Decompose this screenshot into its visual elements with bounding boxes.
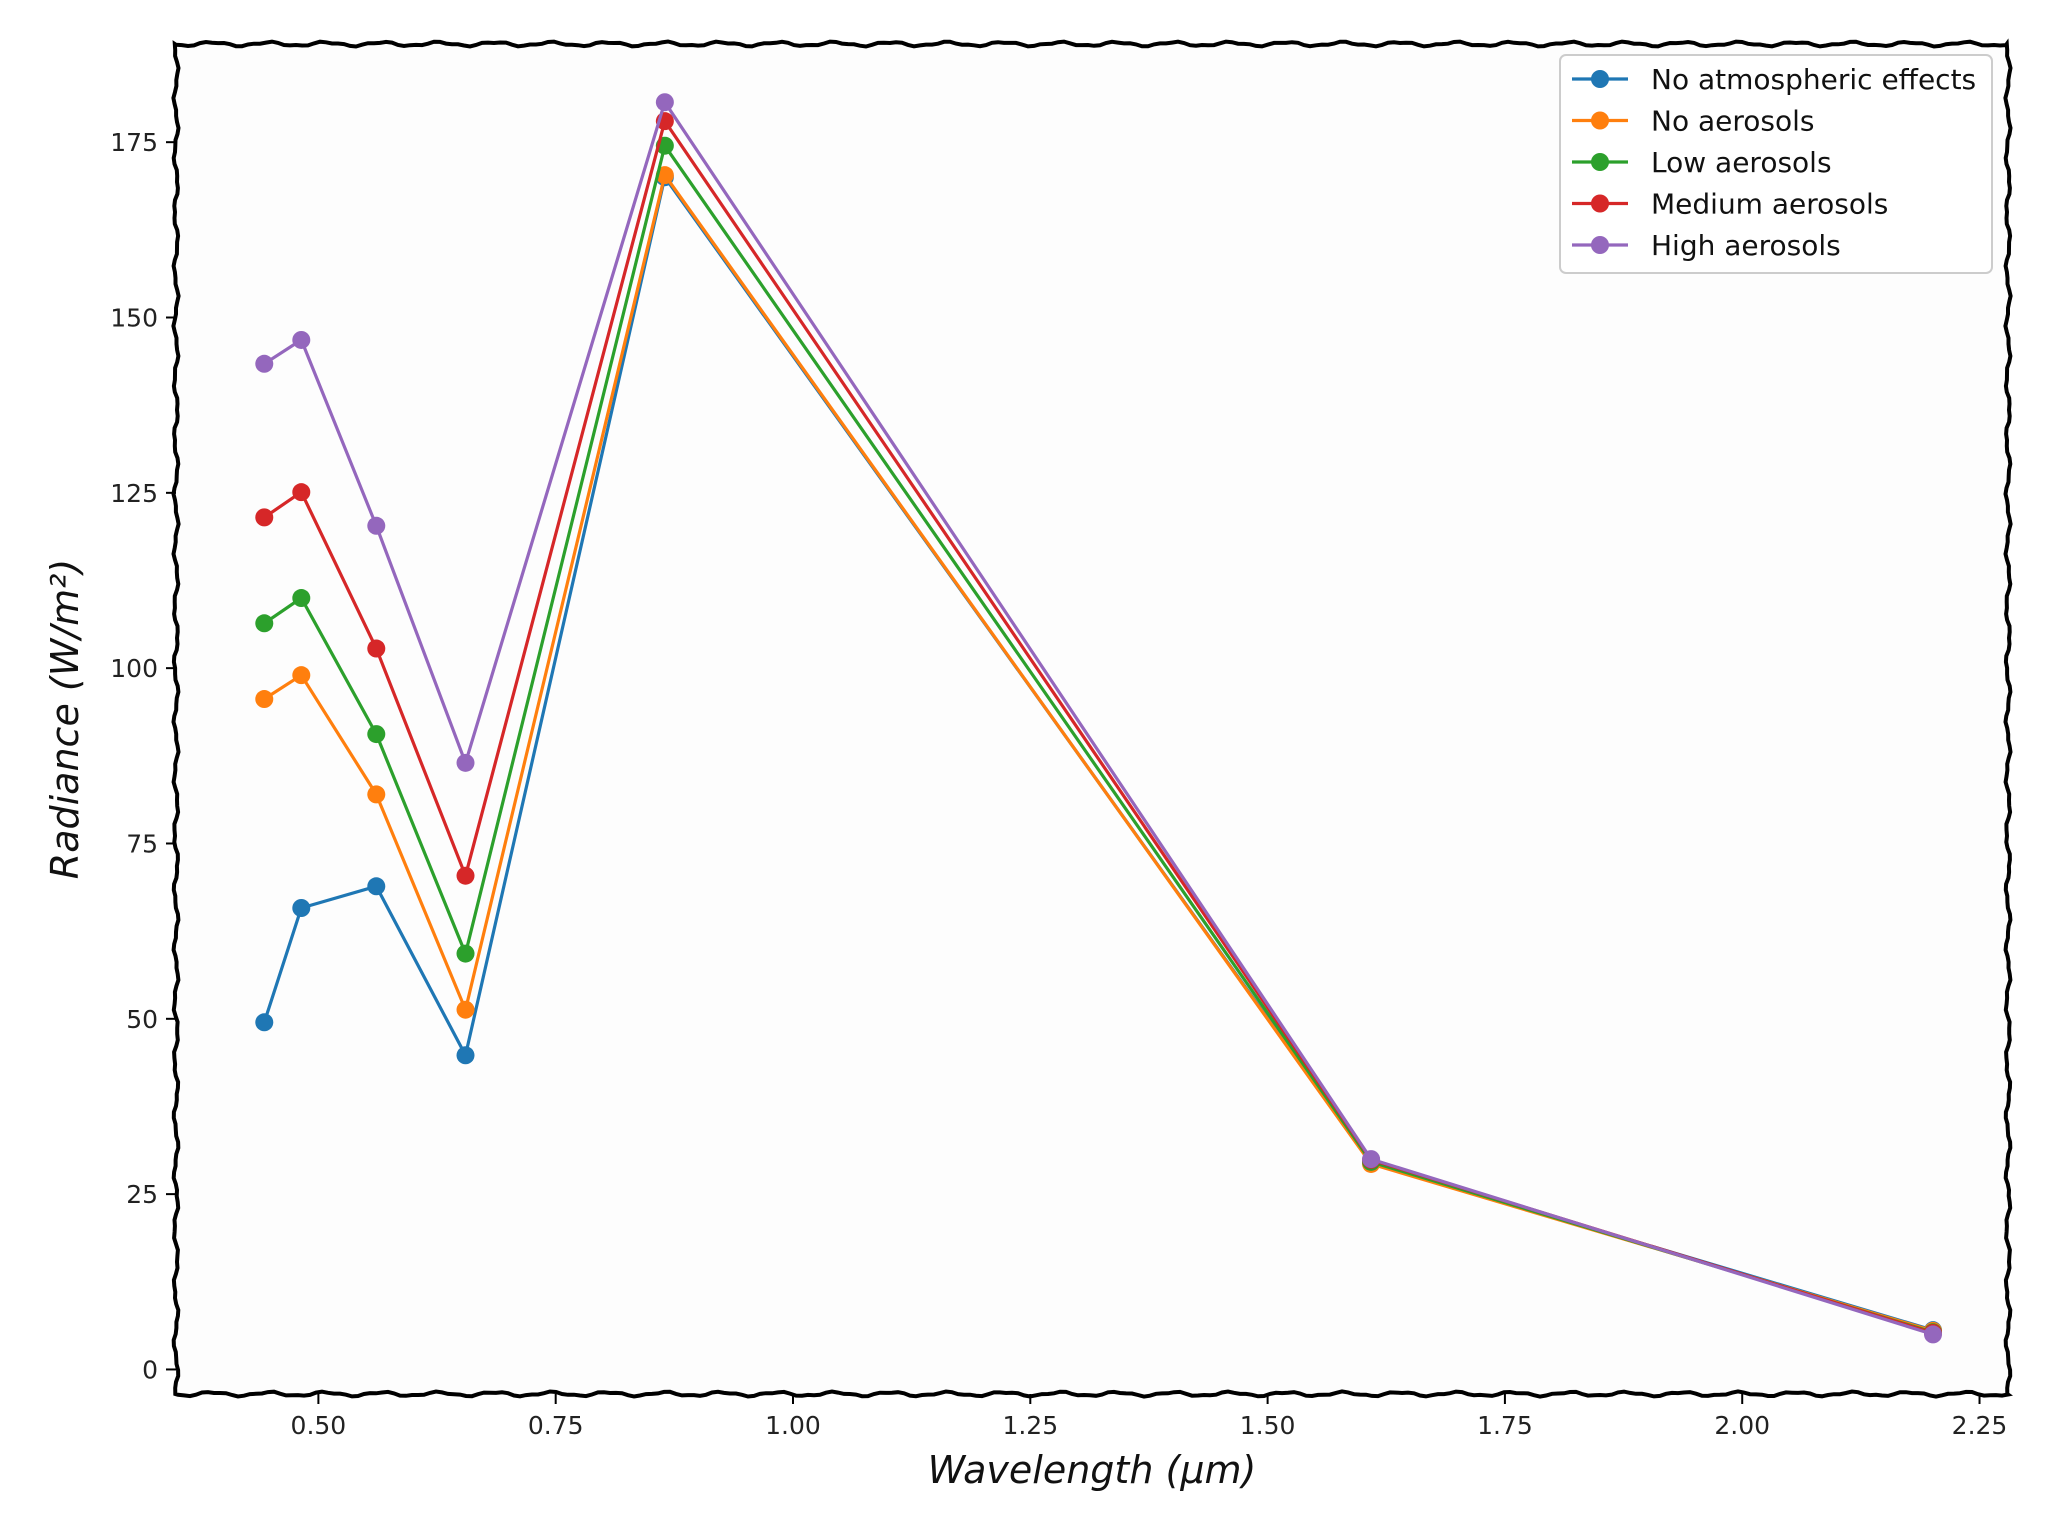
legend-label: Medium aerosols xyxy=(1651,188,1888,221)
data-point xyxy=(367,785,386,804)
legend-label: No atmospheric effects xyxy=(1651,63,1976,96)
data-point xyxy=(292,483,311,502)
legend-marker xyxy=(1591,153,1609,171)
data-point xyxy=(456,944,475,963)
y-axis-ticks: 0 25 50 75 100 125 150 175 xyxy=(110,128,176,1384)
data-point xyxy=(655,166,674,185)
x-axis-title: Wavelength (μm) xyxy=(928,1448,1257,1492)
data-point xyxy=(255,690,274,709)
data-point xyxy=(456,1000,475,1019)
data-point xyxy=(255,508,274,527)
data-point xyxy=(456,1046,475,1065)
x-tick-label: 0.75 xyxy=(528,1411,584,1440)
y-tick-label: 125 xyxy=(110,479,158,508)
data-point xyxy=(367,877,386,896)
legend-box xyxy=(1559,54,1993,274)
y-tick-label: 150 xyxy=(110,304,158,333)
legend-items: No atmospheric effects No aerosols Low aer… xyxy=(1572,63,1976,262)
legend-label: Low aerosols xyxy=(1651,146,1832,179)
y-tick-label: 100 xyxy=(110,654,158,683)
x-tick-label: 1.00 xyxy=(765,1411,821,1440)
data-point xyxy=(292,330,311,349)
data-point xyxy=(292,589,311,608)
x-axis-ticks: 0.50 0.75 1.00 1.25 1.50 1.75 2.00 2.25 xyxy=(291,1394,2008,1440)
x-tick-label: 1.50 xyxy=(1240,1411,1296,1440)
y-tick-label: 25 xyxy=(126,1180,158,1209)
legend-marker xyxy=(1591,194,1609,213)
data-point xyxy=(292,666,311,685)
x-tick-label: 2.00 xyxy=(1714,1411,1770,1440)
legend-marker xyxy=(1591,70,1609,88)
legend-marker xyxy=(1591,236,1609,254)
x-tick-label: 0.50 xyxy=(291,1411,347,1440)
legend-label: No aerosols xyxy=(1651,105,1814,138)
data-point xyxy=(1924,1325,1943,1344)
data-point xyxy=(655,93,674,112)
plot-frame xyxy=(171,38,2014,1399)
data-point xyxy=(255,1013,274,1032)
data-point xyxy=(255,614,274,633)
data-point xyxy=(456,866,475,885)
y-axis-title: Radiance (W/m²) xyxy=(43,559,87,879)
x-tick-label: 1.25 xyxy=(1002,1411,1058,1440)
data-point xyxy=(367,516,386,535)
data-point xyxy=(367,725,386,744)
y-tick-label: 175 xyxy=(110,128,158,157)
legend-marker xyxy=(1591,111,1609,130)
series-layer xyxy=(255,93,1943,1344)
data-point xyxy=(367,639,386,658)
legend-label: High aerosols xyxy=(1651,229,1841,262)
x-tick-label: 2.25 xyxy=(1952,1411,2008,1440)
series-high-aerosols xyxy=(255,93,1943,1344)
legend: No atmospheric effects No aerosols Low aer… xyxy=(1559,54,1993,274)
y-tick-label: 75 xyxy=(126,829,158,858)
y-tick-label: 0 xyxy=(142,1355,158,1384)
data-point xyxy=(292,899,311,917)
data-point xyxy=(255,354,274,373)
x-tick-label: 1.75 xyxy=(1477,1411,1533,1440)
y-tick-label: 50 xyxy=(126,1005,158,1034)
data-point xyxy=(1362,1150,1381,1169)
data-point xyxy=(456,753,475,772)
